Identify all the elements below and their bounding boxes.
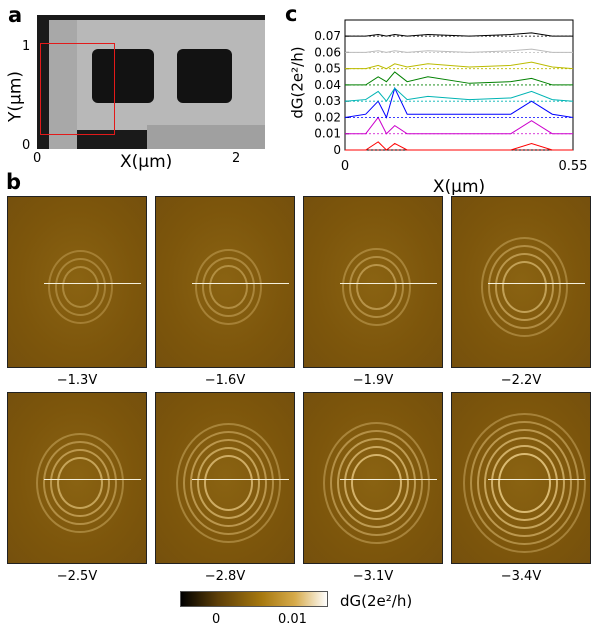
gate-voltage-label: −2.8V <box>204 569 246 584</box>
gate-voltage-label: −2.5V <box>56 569 98 584</box>
interference-ring <box>47 249 113 325</box>
panel-a-ytick-1: 1 <box>22 39 31 54</box>
dg-map-5 <box>7 392 147 564</box>
device-lead-left <box>49 20 77 149</box>
panel-c-chart: 0.07 0.06 0.05 0.04 0.03 0.02 0.01 00 0.55 X(µm) <box>314 19 588 195</box>
interference-ring <box>462 412 586 554</box>
gate-voltage-label: −1.3V <box>56 373 98 388</box>
gate-voltage-label: −1.6V <box>204 373 246 388</box>
gate-voltage-label: −3.1V <box>352 569 394 584</box>
panel-a-xtick-0: 0 <box>33 151 42 166</box>
panel-a-xtick-2: 2 <box>232 151 241 166</box>
panel-a-xlabel: X(µm) <box>120 152 173 172</box>
y-tick-label: 0.07 <box>314 29 341 43</box>
y-tick-label: 0.05 <box>314 62 341 76</box>
y-tick-label: 0.06 <box>314 45 341 59</box>
colorbar-label: dG(2e²/h) <box>340 592 413 610</box>
linecut-trace-0 <box>345 141 573 151</box>
linecut-trace-2 <box>344 86 574 119</box>
linecut-trace-3 <box>344 87 574 103</box>
y-tick-label: 0 <box>333 143 341 157</box>
linecut-marker <box>192 283 289 284</box>
dg-map-2 <box>155 196 295 368</box>
device-lead-bottom <box>147 125 265 149</box>
panel-c-letter: c <box>285 2 298 26</box>
dg-map-8 <box>451 392 591 564</box>
panel-a-ylabel: Y(µm) <box>5 70 26 123</box>
interference-ring <box>322 421 430 545</box>
dg-map-1 <box>7 196 147 368</box>
device-pocket-left <box>92 49 154 103</box>
colorbar-tick-0: 0 <box>212 612 221 627</box>
gate-voltage-label: −1.9V <box>352 373 394 388</box>
linecut-trace-4 <box>345 71 573 86</box>
y-tick-label: 0.01 <box>314 127 341 141</box>
dg-map-4 <box>451 196 591 368</box>
y-tick-label: 0.03 <box>314 94 341 108</box>
gate-voltage-label: −2.2V <box>500 373 542 388</box>
y-tick-label: 0.04 <box>314 78 341 92</box>
x-tick-label: 0 <box>341 159 349 174</box>
panel-a-ytick-0: 0 <box>22 138 31 153</box>
interference-ring <box>341 247 411 327</box>
interference-ring <box>480 237 568 337</box>
linecut-marker <box>340 479 437 480</box>
interference-ring <box>175 422 281 544</box>
device-pocket-right <box>177 49 232 103</box>
interference-ring <box>194 248 262 326</box>
x-tick-label: 0.55 <box>559 159 588 174</box>
linecut-trace-6 <box>345 48 573 53</box>
linecut-trace-7 <box>345 32 573 37</box>
scan-region-box <box>40 43 115 135</box>
panel-a-letter: a <box>8 3 23 27</box>
linecut-marker <box>44 479 141 480</box>
dg-map-3 <box>303 196 443 368</box>
linecut-marker <box>192 479 289 480</box>
panel-b-letter: b <box>6 170 22 194</box>
linecut-marker <box>44 283 141 284</box>
dg-map-7 <box>303 392 443 564</box>
dg-map-6 <box>155 392 295 564</box>
x-axis-label: X(µm) <box>433 177 485 195</box>
interference-ring <box>36 432 124 534</box>
gate-voltage-label: −3.4V <box>500 569 542 584</box>
colorbar-tick-001: 0.01 <box>278 612 307 627</box>
linecut-marker <box>488 479 585 480</box>
linecut-marker <box>340 283 437 284</box>
linecut-trace-1 <box>345 116 573 135</box>
linecut-marker <box>488 283 585 284</box>
colorbar <box>180 591 328 607</box>
y-tick-label: 0.02 <box>314 110 341 124</box>
device-micrograph <box>37 15 265 149</box>
linecut-trace-5 <box>345 61 574 70</box>
